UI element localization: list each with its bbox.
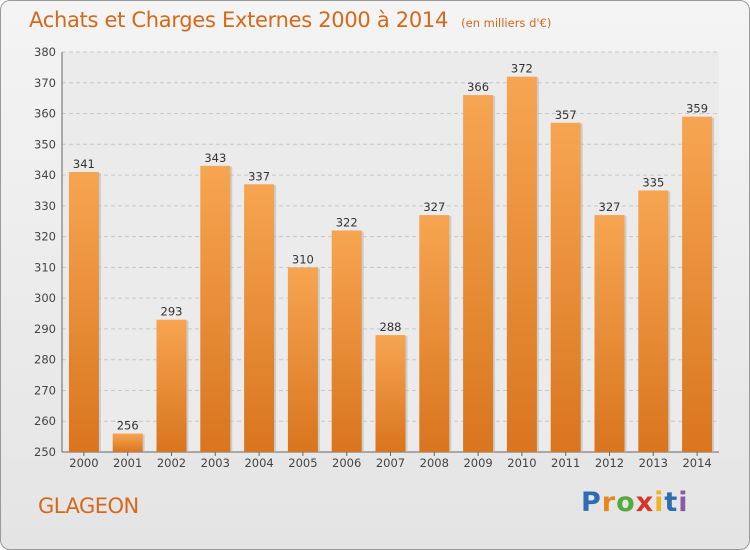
data-label: 322 (336, 215, 358, 229)
bar (375, 335, 406, 452)
y-tick-label: 350 (34, 137, 56, 151)
y-tick-label: 310 (34, 260, 56, 274)
y-tick-label: 270 (34, 383, 56, 397)
x-tick-label: 2012 (595, 456, 624, 470)
data-label: 288 (380, 320, 402, 334)
chart-title: Achats et Charges Externes 2000 à 2014 (29, 8, 449, 32)
bar (463, 95, 494, 453)
x-tick-label: 2014 (682, 456, 711, 470)
bar (506, 76, 537, 452)
logo-letter: i (678, 487, 689, 518)
bar (200, 165, 231, 452)
y-tick-label: 300 (34, 291, 56, 305)
bar (156, 319, 187, 452)
y-tick-label: 280 (34, 353, 56, 367)
logo-letter: o (616, 487, 636, 518)
bar (287, 267, 318, 452)
x-tick-label: 2013 (639, 456, 668, 470)
y-tick-label: 340 (34, 168, 56, 182)
data-label: 372 (511, 62, 533, 76)
bar (331, 230, 362, 452)
x-tick-label: 2000 (69, 456, 98, 470)
x-tick-label: 2006 (332, 456, 361, 470)
x-tick-label: 2003 (201, 456, 230, 470)
data-label: 310 (292, 252, 314, 266)
bar (68, 172, 99, 452)
chart-subtitle: (en milliers d'€) (461, 16, 552, 30)
y-tick-label: 370 (34, 76, 56, 90)
data-label: 343 (204, 151, 226, 165)
data-label: 359 (686, 102, 708, 116)
bar (638, 190, 669, 452)
y-tick-label: 250 (34, 445, 56, 459)
x-tick-label: 2005 (288, 456, 317, 470)
data-label: 256 (117, 419, 139, 433)
x-tick-label: 2011 (551, 456, 580, 470)
x-tick-label: 2007 (376, 456, 405, 470)
logo-letter: i (654, 487, 665, 518)
y-tick-label: 320 (34, 230, 56, 244)
x-tick-label: 2008 (420, 456, 449, 470)
data-label: 366 (467, 80, 489, 94)
bar (594, 215, 625, 452)
place-name: GLAGEON (38, 494, 139, 518)
x-tick-label: 2001 (113, 456, 142, 470)
data-label: 341 (73, 157, 95, 171)
proxiti-logo: Proxiti (581, 487, 689, 518)
logo-letter: r (601, 487, 617, 518)
bar (682, 116, 713, 452)
data-label: 335 (642, 175, 664, 189)
data-label: 327 (423, 200, 445, 214)
data-label: 357 (555, 108, 577, 122)
x-tick-label: 2002 (157, 456, 186, 470)
logo-letter: P (581, 487, 602, 518)
bar (550, 122, 581, 453)
bar (112, 433, 143, 452)
x-tick-label: 2010 (507, 456, 536, 470)
y-tick-label: 290 (34, 322, 56, 336)
data-label: 327 (599, 200, 621, 214)
bar (419, 215, 450, 452)
y-tick-label: 360 (34, 107, 56, 121)
logo-letter: t (664, 487, 679, 518)
x-tick-label: 2009 (463, 456, 492, 470)
title-block: Achats et Charges Externes 2000 à 2014 (… (29, 8, 551, 32)
y-tick-label: 380 (34, 45, 56, 59)
bar (244, 184, 275, 453)
data-label: 293 (161, 305, 183, 319)
y-tick-label: 330 (34, 199, 56, 213)
data-label: 337 (248, 169, 270, 183)
y-tick-label: 260 (34, 414, 56, 428)
x-tick-label: 2004 (244, 456, 273, 470)
logo-letter: x (635, 487, 655, 518)
